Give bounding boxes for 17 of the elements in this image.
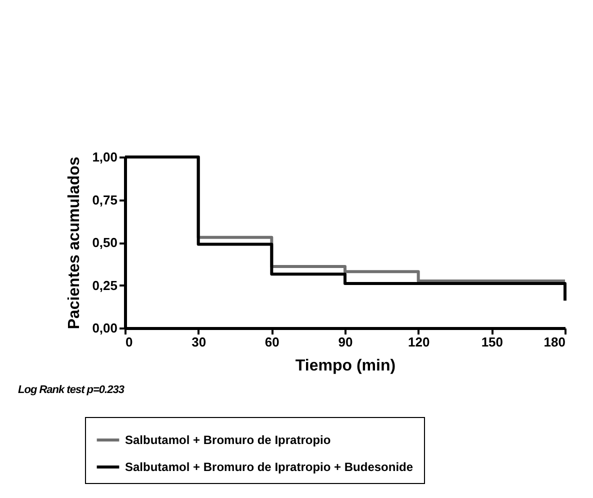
y-axis-title: Pacientes acumulados: [66, 156, 84, 330]
x-tick-label: 150: [481, 334, 504, 350]
legend-label: Salbutamol + Bromuro de Ipratropio + Budesonide: [125, 460, 414, 474]
legend-label: Salbutamol + Bromuro de Ipratropio: [125, 433, 331, 447]
x-tick-label: 60: [264, 334, 280, 350]
x-axis-title: Tiempo (min): [295, 358, 396, 374]
x-tick-label: 180: [544, 334, 566, 350]
y-tick-label: 0,00: [92, 320, 118, 336]
text: Log Rank test p=0.233: [18, 384, 124, 396]
y-tick-label: 0,25: [92, 278, 118, 293]
x-tick-label: 30: [192, 334, 206, 350]
x-tick-label: 90: [338, 334, 353, 350]
x-tick-label: 0: [126, 334, 133, 350]
x-tick-label: 120: [408, 334, 430, 350]
y-tick-label: 1,00: [92, 150, 118, 164]
y-tick-label: 0,50: [92, 235, 118, 250]
y-tick-label: 0,75: [92, 192, 118, 208]
